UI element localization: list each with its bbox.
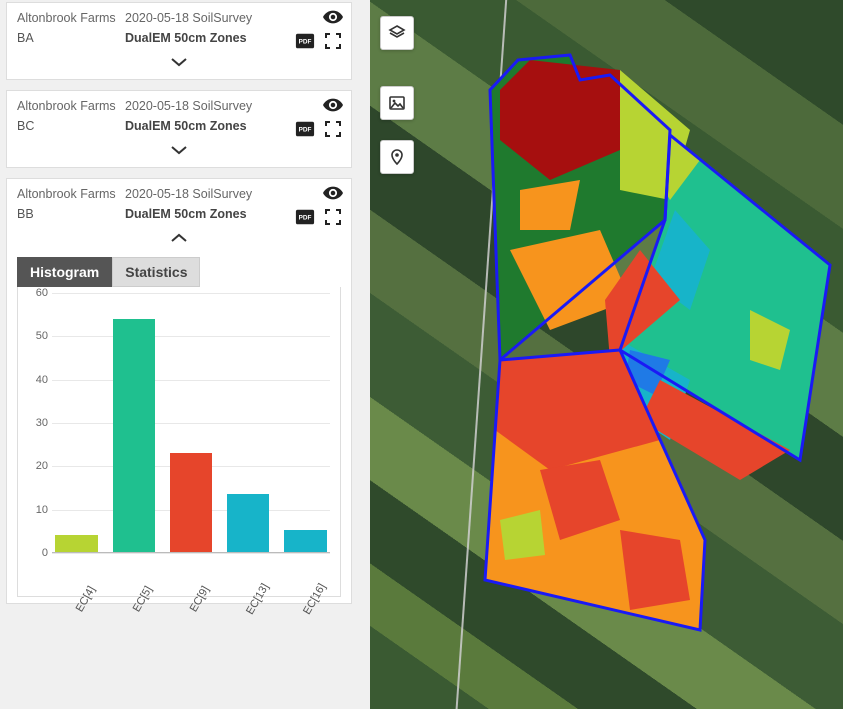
map-panel[interactable] (370, 0, 843, 709)
survey-name: 2020-05-18 SoilSurvey (125, 99, 252, 113)
pdf-icon[interactable]: PDF (295, 33, 315, 49)
visibility-icon[interactable] (323, 9, 343, 25)
expand-icon[interactable] (323, 209, 343, 225)
visibility-icon[interactable] (323, 185, 343, 201)
pdf-icon[interactable]: PDF (295, 209, 315, 225)
x-tick-label: EC[4] (68, 575, 103, 624)
expand-icon[interactable] (323, 121, 343, 137)
field-code: BC (17, 119, 119, 133)
farm-name: Altonbrook Farms (17, 187, 119, 201)
histogram-bar (170, 453, 212, 552)
marker-control[interactable] (380, 140, 414, 174)
chevron-up-icon[interactable] (17, 231, 341, 249)
chart-tabs: Histogram Statistics (17, 257, 341, 287)
histogram-bar (227, 494, 269, 552)
field-code: BB (17, 207, 119, 221)
left-panel: Altonbrook Farms 2020-05-18 SoilSurvey B… (0, 0, 358, 709)
tab-histogram[interactable]: Histogram (17, 257, 112, 287)
layer-card: Altonbrook Farms 2020-05-18 SoilSurvey B… (6, 90, 352, 168)
svg-text:PDF: PDF (299, 127, 312, 134)
histogram-bar (284, 530, 326, 552)
x-tick-label: EC[16] (297, 575, 332, 624)
layer-desc: DualEM 50cm Zones (125, 119, 247, 133)
layer-desc: DualEM 50cm Zones (125, 207, 247, 221)
svg-text:PDF: PDF (299, 215, 312, 222)
y-tick-label: 20 (24, 460, 48, 472)
field-code: BA (17, 31, 119, 45)
layer-card: Altonbrook Farms 2020-05-18 SoilSurvey B… (6, 2, 352, 80)
y-tick-label: 30 (24, 417, 48, 429)
survey-name: 2020-05-18 SoilSurvey (125, 187, 252, 201)
layer-desc: DualEM 50cm Zones (125, 31, 247, 45)
layers-control[interactable] (380, 16, 414, 50)
histogram-chart: 0102030405060EC[4]EC[5]EC[9]EC[13]EC[16] (17, 287, 341, 597)
expand-icon[interactable] (323, 33, 343, 49)
survey-name: 2020-05-18 SoilSurvey (125, 11, 252, 25)
y-tick-label: 0 (24, 547, 48, 559)
y-tick-label: 40 (24, 374, 48, 386)
y-tick-label: 10 (24, 504, 48, 516)
tab-statistics[interactable]: Statistics (112, 257, 200, 287)
chevron-down-icon[interactable] (17, 143, 341, 161)
chevron-down-icon[interactable] (17, 55, 341, 73)
x-tick-label: EC[13] (240, 575, 275, 624)
y-tick-label: 60 (24, 287, 48, 299)
y-tick-label: 50 (24, 330, 48, 342)
x-tick-label: EC[9] (183, 575, 218, 624)
farm-name: Altonbrook Farms (17, 11, 119, 25)
x-tick-label: EC[5] (125, 575, 160, 624)
svg-text:PDF: PDF (299, 39, 312, 46)
layer-card-expanded: Altonbrook Farms 2020-05-18 SoilSurvey B… (6, 178, 352, 604)
zone-overlay (370, 0, 843, 709)
histogram-bar (55, 535, 97, 552)
histogram-bar (113, 319, 155, 552)
farm-name: Altonbrook Farms (17, 99, 119, 113)
imagery-control[interactable] (380, 86, 414, 120)
visibility-icon[interactable] (323, 97, 343, 113)
pdf-icon[interactable]: PDF (295, 121, 315, 137)
